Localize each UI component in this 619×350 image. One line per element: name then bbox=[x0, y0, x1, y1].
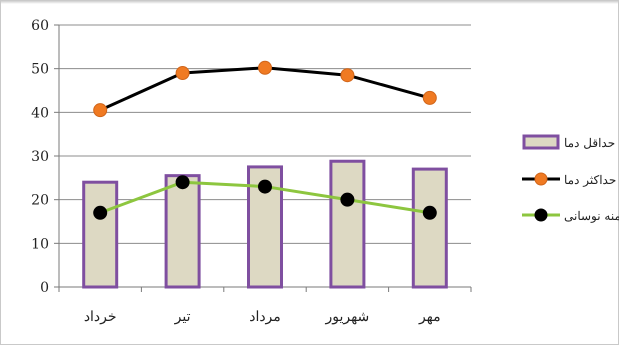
y-tick-label: 20 bbox=[31, 193, 49, 209]
data-point bbox=[340, 68, 355, 83]
x-tick-label: خرداد bbox=[84, 309, 117, 325]
legend-swatch bbox=[522, 134, 560, 150]
data-point bbox=[93, 205, 108, 220]
bar bbox=[164, 174, 201, 289]
x-tick-label: مرداد bbox=[249, 309, 281, 325]
data-point bbox=[258, 60, 272, 75]
legend-label: دامنه نوسانی bbox=[564, 209, 619, 223]
data-point bbox=[175, 66, 190, 81]
data-point bbox=[422, 205, 437, 220]
x-axis: خرداد تیر مرداد شهریور مهر bbox=[58, 286, 472, 325]
y-tick-label: 60 bbox=[31, 18, 49, 34]
y-tick-label: 50 bbox=[31, 62, 49, 78]
legend: حداقل دما حداکثر دما دامنه نوسانی bbox=[522, 134, 619, 223]
y-axis: 0 10 20 30 40 50 60 bbox=[31, 18, 60, 296]
data-point bbox=[93, 103, 108, 118]
y-tick-label: 40 bbox=[31, 105, 49, 121]
data-point bbox=[422, 90, 437, 105]
data-point bbox=[258, 179, 272, 194]
x-tick-label: شهریور bbox=[324, 309, 369, 325]
legend-marker bbox=[534, 172, 548, 186]
y-tick-label: 10 bbox=[31, 236, 49, 252]
bar bbox=[329, 159, 366, 289]
y-tick-label: 0 bbox=[40, 280, 49, 296]
bar bbox=[411, 167, 448, 289]
bar-series bbox=[82, 159, 448, 289]
legend-marker bbox=[534, 208, 548, 222]
x-tick-label: تیر bbox=[174, 309, 191, 325]
x-tick-label: مهر bbox=[418, 309, 441, 325]
data-point bbox=[340, 192, 355, 207]
data-point bbox=[175, 175, 190, 190]
line-series bbox=[93, 60, 437, 220]
legend-label: حداقل دما bbox=[564, 136, 615, 150]
bar bbox=[82, 180, 119, 289]
y-tick-label: 30 bbox=[31, 149, 49, 165]
legend-label: حداکثر دما bbox=[564, 173, 616, 187]
